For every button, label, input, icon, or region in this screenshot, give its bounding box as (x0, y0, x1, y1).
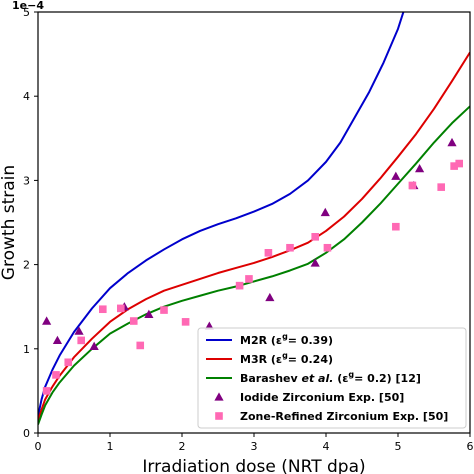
x-tick-label: 2 (179, 440, 186, 453)
legend-marker-swatch (215, 412, 223, 420)
legend-marker-swatch (214, 392, 224, 401)
x-tick-label: 0 (35, 440, 42, 453)
zone-refined-point (99, 305, 107, 314)
y-tick-label: 3 (23, 174, 30, 187)
zone-refined-point (181, 318, 190, 326)
zone-refined-point (392, 222, 400, 231)
x-tick-label: 1 (107, 440, 114, 453)
x-tick-label: 5 (395, 440, 402, 453)
zone-refined-point (160, 306, 168, 314)
x-tick-label: 6 (467, 440, 474, 453)
y-offset-label: 1e−4 (12, 0, 44, 12)
axes: 0 1 2 3 4 5 6 0 1 2 3 4 5 (23, 6, 474, 453)
iodide-point (74, 326, 84, 335)
legend-label: M3R (εg= 0.24) (240, 351, 333, 366)
zone-refined-point (235, 281, 244, 290)
zone-refined-point (245, 275, 253, 283)
zone-refined-point (64, 358, 73, 367)
iodide-point (447, 137, 457, 147)
zone-refined-point (450, 162, 458, 170)
iodide-point (265, 292, 275, 302)
zone-refined-point (311, 233, 319, 241)
legend-label: M2R (εg= 0.39) (240, 332, 333, 347)
zone-refined-point (117, 304, 125, 313)
legend-label: Barashev et al. (εg= 0.2) [12] (240, 370, 421, 385)
zone-refined-point (437, 183, 445, 191)
zone-refined-point (77, 336, 85, 345)
y-axis-label: Growth strain (0, 165, 19, 280)
zone-refined-point (129, 317, 138, 325)
legend-label: Zone-Refined Zirconium Exp. [50] (240, 410, 448, 423)
series-line-2 (38, 105, 470, 425)
zone-refined-point (323, 243, 332, 252)
zone-refined-point (52, 371, 60, 379)
iodide-point (89, 341, 99, 350)
zone-refined-point (136, 341, 145, 350)
iodide-point (310, 258, 320, 267)
iodide-point (391, 171, 401, 180)
zone-refined-point (455, 159, 463, 168)
series-line-0 (38, 12, 405, 417)
x-axis-label: Irradiation dose (NRT dpa) (142, 457, 365, 474)
zone-refined-point (42, 387, 51, 395)
iodide-point (42, 316, 52, 325)
iodide-point (52, 335, 63, 345)
y-tick-label: 2 (23, 259, 30, 272)
legend-box (197, 327, 467, 429)
x-tick-label: 4 (323, 440, 330, 453)
iodide-point (415, 164, 425, 173)
zone-refined-point (264, 249, 273, 257)
zone-refined-point (408, 181, 417, 190)
x-tick-label: 3 (251, 440, 258, 453)
y-tick-label: 1 (23, 343, 30, 356)
legend: M2R (εg= 0.39) M3R (εg= 0.24) Barashev et … (197, 327, 467, 429)
zone-refined-point (286, 243, 294, 252)
y-tick-label: 0 (23, 427, 30, 440)
y-tick-label: 5 (23, 6, 30, 19)
legend-label: Iodide Zirconium Exp. [50] (240, 391, 404, 404)
y-tick-label: 4 (23, 90, 30, 103)
plot-area (38, 12, 470, 425)
series-line-1 (38, 51, 470, 421)
iodide-point (144, 309, 154, 318)
iodide-point (320, 207, 330, 217)
